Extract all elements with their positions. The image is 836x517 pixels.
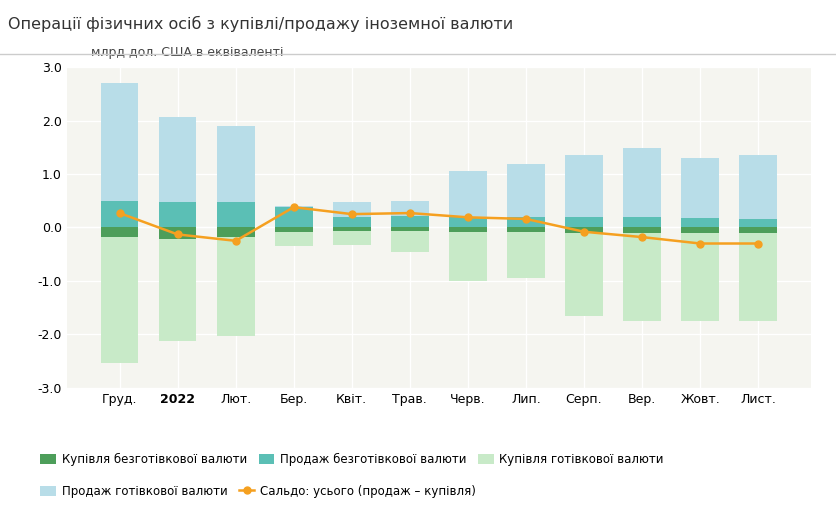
- Text: Операції фізичних осіб з купівлі/продажу іноземної валюти: Операції фізичних осіб з купівлі/продажу…: [8, 16, 513, 32]
- Legend: Продаж готівкової валюти, Сальдо: усього (продаж – купівля): Продаж готівкової валюти, Сальдо: усього…: [36, 480, 481, 503]
- Bar: [275, 227, 313, 232]
- Bar: [391, 227, 429, 231]
- Bar: [681, 158, 719, 218]
- Bar: [217, 126, 254, 202]
- Bar: [217, 227, 254, 237]
- Bar: [159, 239, 196, 341]
- Bar: [100, 237, 139, 362]
- Bar: [333, 202, 370, 217]
- Сальдо: усього (продаж – купівля): (3, 0.38): усього (продаж – купівля): (3, 0.38): [288, 204, 298, 210]
- Bar: [333, 227, 370, 231]
- Bar: [507, 232, 545, 278]
- Bar: [565, 227, 603, 233]
- Bar: [159, 227, 196, 239]
- Bar: [565, 156, 603, 217]
- Сальдо: усього (продаж – купівля): (10, -0.3): усього (продаж – купівля): (10, -0.3): [696, 240, 706, 247]
- Сальдо: усього (продаж – купівля): (8, -0.08): усього (продаж – купівля): (8, -0.08): [579, 229, 589, 235]
- Bar: [275, 206, 313, 207]
- Сальдо: усього (продаж – купівля): (0, 0.27): усього (продаж – купівля): (0, 0.27): [115, 210, 125, 216]
- Text: млрд дол. США в еквіваленті: млрд дол. США в еквіваленті: [90, 46, 283, 59]
- Bar: [624, 148, 661, 217]
- Сальдо: усього (продаж – купівля): (4, 0.25): усього (продаж – купівля): (4, 0.25): [347, 211, 357, 217]
- Bar: [275, 207, 313, 227]
- Bar: [507, 227, 545, 232]
- Bar: [333, 231, 370, 245]
- Сальдо: усього (продаж – купівля): (5, 0.27): усього (продаж – купівля): (5, 0.27): [405, 210, 415, 216]
- Bar: [100, 227, 139, 237]
- Сальдо: усього (продаж – купівля): (9, -0.18): усього (продаж – купівля): (9, -0.18): [637, 234, 647, 240]
- Bar: [159, 202, 196, 227]
- Сальдо: усього (продаж – купівля): (7, 0.16): усього (продаж – купівля): (7, 0.16): [521, 216, 531, 222]
- Сальдо: усього (продаж – купівля): (1, -0.13): усього (продаж – купівля): (1, -0.13): [172, 231, 182, 237]
- Bar: [449, 172, 487, 217]
- Bar: [159, 117, 196, 202]
- Сальдо: усього (продаж – купівля): (6, 0.19): усього (продаж – купівля): (6, 0.19): [463, 214, 473, 220]
- Bar: [624, 217, 661, 227]
- Bar: [624, 233, 661, 321]
- Bar: [739, 233, 777, 321]
- Bar: [739, 227, 777, 233]
- Bar: [681, 227, 719, 233]
- Bar: [391, 231, 429, 252]
- Line: Сальдо: усього (продаж – купівля): Сальдо: усього (продаж – купівля): [116, 204, 762, 247]
- Bar: [391, 201, 429, 216]
- Bar: [100, 83, 139, 201]
- Bar: [681, 218, 719, 227]
- Bar: [565, 233, 603, 315]
- Сальдо: усього (продаж – купівля): (11, -0.3): усього (продаж – купівля): (11, -0.3): [753, 240, 763, 247]
- Bar: [739, 156, 777, 219]
- Bar: [275, 232, 313, 246]
- Bar: [217, 202, 254, 227]
- Bar: [739, 219, 777, 227]
- Bar: [624, 227, 661, 233]
- Bar: [333, 217, 370, 227]
- Bar: [681, 233, 719, 321]
- Bar: [507, 164, 545, 217]
- Bar: [507, 217, 545, 227]
- Bar: [449, 232, 487, 281]
- Bar: [565, 217, 603, 227]
- Bar: [100, 201, 139, 227]
- Bar: [391, 216, 429, 227]
- Сальдо: усього (продаж – купівля): (2, -0.25): усього (продаж – купівля): (2, -0.25): [231, 238, 241, 244]
- Bar: [449, 227, 487, 232]
- Bar: [449, 217, 487, 227]
- Bar: [217, 237, 254, 336]
